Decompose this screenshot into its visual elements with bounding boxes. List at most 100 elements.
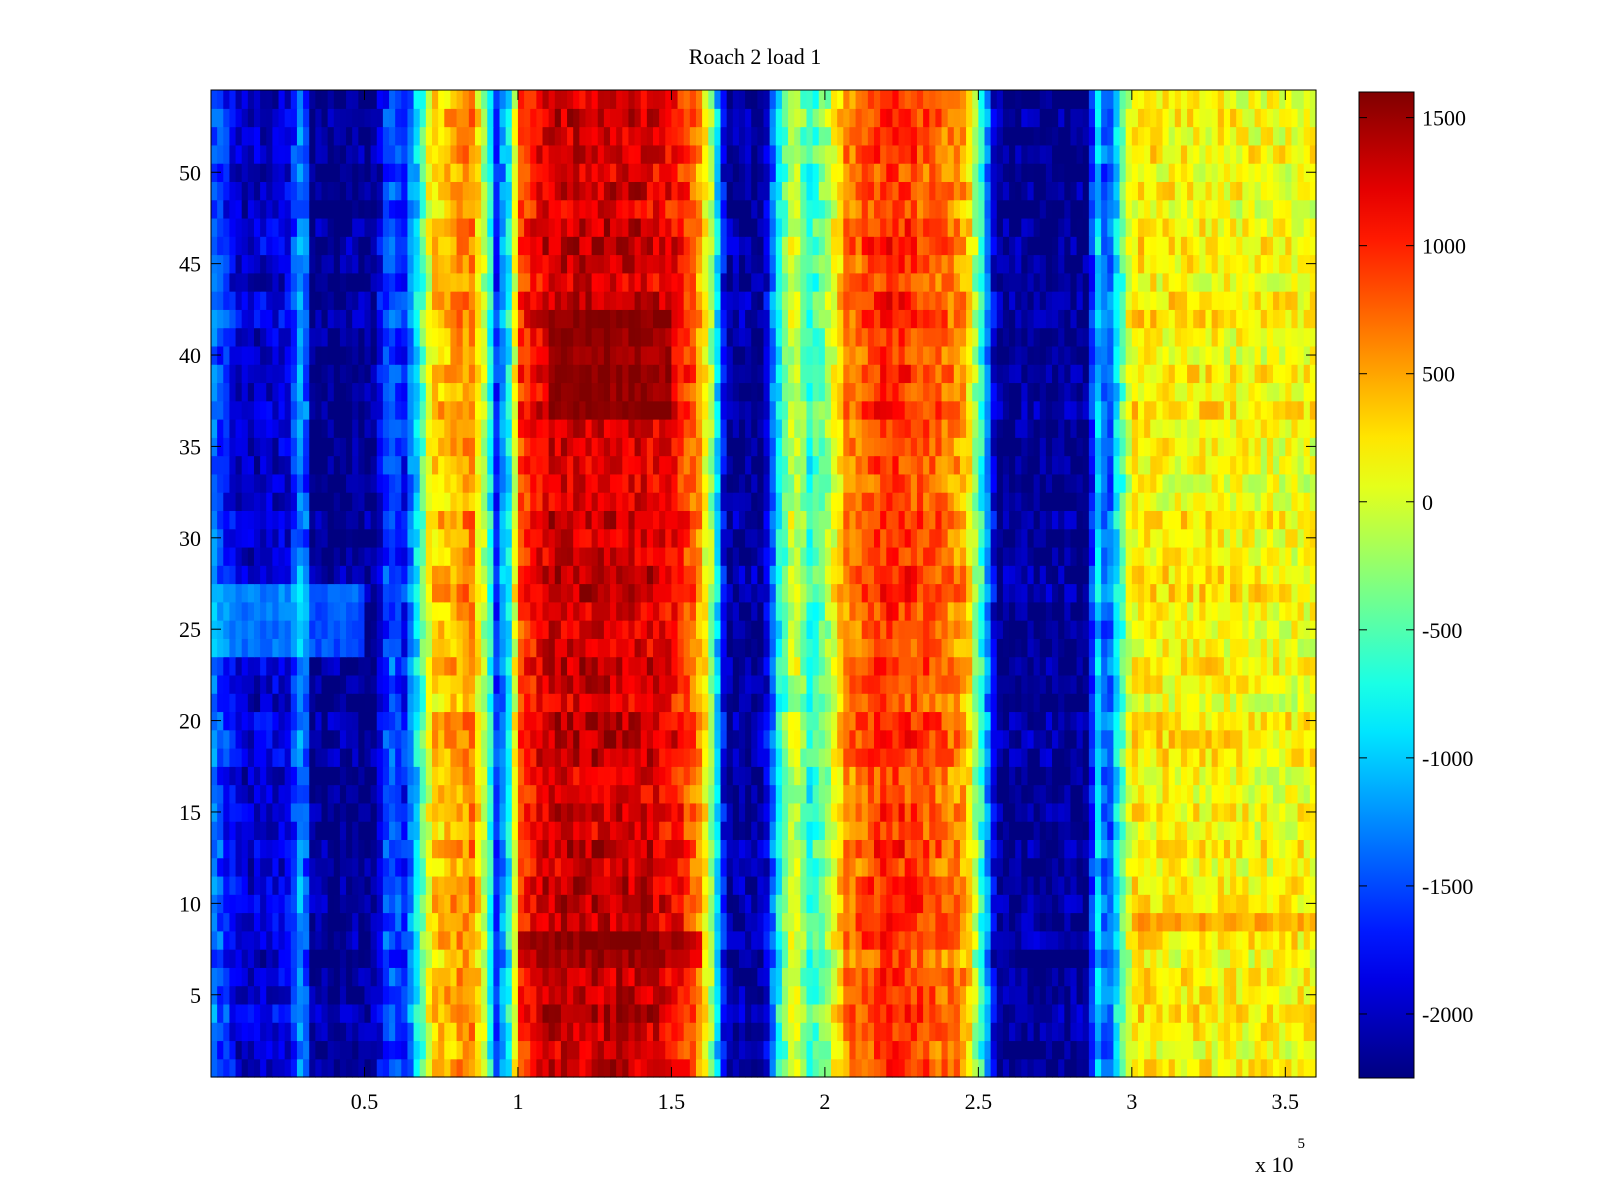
heatmap-cell <box>689 729 697 749</box>
heatmap-cell <box>456 875 464 895</box>
heatmap-cell <box>622 1058 630 1078</box>
heatmap-cell <box>450 1040 458 1060</box>
heatmap-cell <box>560 766 568 786</box>
heatmap-cell <box>1285 857 1293 877</box>
heatmap-cell <box>573 967 580 987</box>
heatmap-cell <box>935 802 943 822</box>
heatmap-cell <box>1113 912 1121 932</box>
heatmap-cell <box>499 949 507 968</box>
heatmap-cell <box>1095 601 1102 621</box>
heatmap-cell <box>462 766 470 786</box>
heatmap-cell <box>542 1058 550 1078</box>
heatmap-cell <box>438 601 445 621</box>
heatmap-cell <box>610 693 617 713</box>
heatmap-cell <box>499 674 507 694</box>
heatmap-cell <box>401 967 409 987</box>
heatmap-cell <box>812 565 820 585</box>
heatmap-cell <box>1205 949 1213 968</box>
heatmap-cell <box>898 638 906 658</box>
heatmap-cell <box>1039 949 1047 968</box>
heatmap-cell <box>468 711 476 731</box>
heatmap-cell <box>1052 985 1059 1005</box>
heatmap-cell <box>1230 748 1237 767</box>
heatmap-cell <box>941 1022 949 1042</box>
heatmap-cell <box>260 693 267 713</box>
heatmap-cell <box>1236 656 1243 676</box>
heatmap-cell <box>382 802 390 822</box>
heatmap-cell <box>346 601 353 621</box>
heatmap-cell <box>1052 784 1059 804</box>
heatmap-cell <box>511 766 519 786</box>
heatmap-cell <box>1070 711 1078 731</box>
heatmap-cell <box>904 638 912 658</box>
heatmap-cell <box>628 875 636 895</box>
heatmap-cell <box>665 894 673 914</box>
heatmap-cell <box>438 1022 445 1042</box>
heatmap-cell <box>554 1058 562 1078</box>
heatmap-cell <box>738 748 746 767</box>
heatmap-cell <box>591 656 599 676</box>
heatmap-cell <box>867 565 875 585</box>
heatmap-cell <box>849 949 857 968</box>
heatmap-cell <box>923 875 930 895</box>
heatmap-cell <box>247 912 255 932</box>
heatmap-cell <box>788 839 795 859</box>
heatmap-cell <box>996 894 1004 914</box>
heatmap-cell <box>683 784 691 804</box>
heatmap-cell <box>665 656 673 676</box>
heatmap-cell <box>579 894 587 914</box>
heatmap-cell <box>1205 748 1213 767</box>
heatmap-cell <box>1144 875 1151 895</box>
heatmap-cell <box>474 839 482 859</box>
heatmap-cell <box>751 601 758 621</box>
heatmap-cell <box>1174 693 1182 713</box>
heatmap-cell <box>266 693 273 713</box>
heatmap-cell <box>708 930 715 950</box>
heatmap-cell <box>714 949 722 968</box>
heatmap-cell <box>284 802 292 822</box>
heatmap-cell <box>953 656 961 676</box>
heatmap-cell <box>1009 839 1016 859</box>
heatmap-cell <box>266 1022 273 1042</box>
heatmap-cell <box>505 583 513 603</box>
heatmap-cell <box>1254 1022 1262 1042</box>
heatmap-cell <box>610 985 617 1005</box>
heatmap-cell <box>959 967 967 987</box>
heatmap-cell <box>610 766 617 786</box>
heatmap-cell <box>640 784 648 804</box>
heatmap-cell <box>1095 729 1102 749</box>
heatmap-cell <box>775 1040 783 1060</box>
heatmap-cell <box>972 857 979 877</box>
heatmap-cell <box>1168 857 1176 877</box>
heatmap-cell <box>493 1003 501 1023</box>
heatmap-cell <box>953 674 961 694</box>
heatmap-cell <box>493 821 501 840</box>
heatmap-cell <box>339 875 347 895</box>
heatmap-cell <box>935 674 943 694</box>
heatmap-cell <box>935 565 943 585</box>
heatmap-cell <box>1070 802 1078 822</box>
heatmap-cell <box>474 766 482 786</box>
heatmap-cell <box>855 967 863 987</box>
heatmap-cell <box>296 693 304 713</box>
heatmap-cell <box>1045 894 1053 914</box>
heatmap-cell <box>1260 674 1268 694</box>
heatmap-cell <box>223 967 231 987</box>
heatmap-cell <box>1205 583 1213 603</box>
heatmap-cell <box>1193 1022 1200 1042</box>
heatmap-cell <box>456 985 464 1005</box>
heatmap-cell <box>1248 839 1256 859</box>
heatmap-cell <box>892 912 900 932</box>
heatmap-cell <box>370 1022 378 1042</box>
heatmap-cell <box>916 985 924 1005</box>
heatmap-cell <box>346 857 353 877</box>
heatmap-cell <box>554 802 562 822</box>
heatmap-cell <box>1076 821 1084 840</box>
heatmap-cell <box>689 894 697 914</box>
heatmap-cell <box>419 656 427 676</box>
heatmap-cell <box>1039 930 1047 950</box>
heatmap-cell <box>272 711 280 731</box>
heatmap-cell <box>1187 802 1194 822</box>
heatmap-cell <box>456 620 464 639</box>
heatmap-cell <box>474 857 482 877</box>
